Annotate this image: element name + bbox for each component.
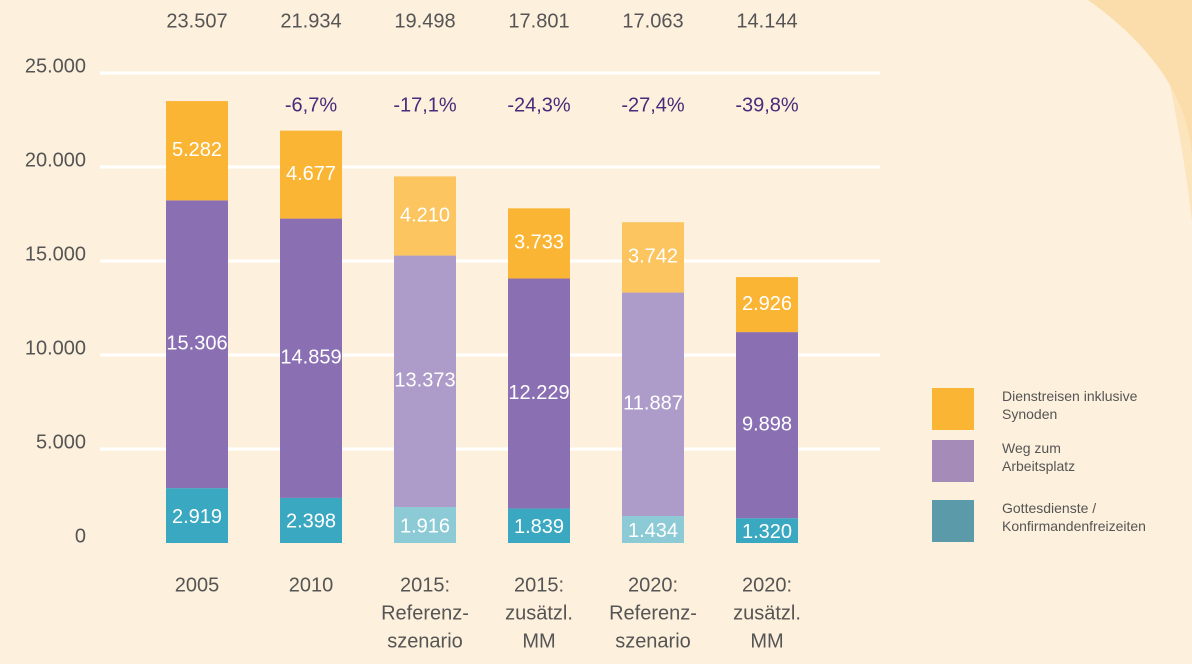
y-tick-label: 0: [75, 525, 86, 547]
bar-value-label: 1.839: [514, 516, 564, 538]
bar-segment: [394, 176, 456, 256]
x-tick-label: zusätzl.: [505, 602, 573, 624]
bar-segment: [508, 208, 570, 279]
y-tick-label: 15.000: [25, 243, 86, 265]
bar-value-label: 9.898: [742, 413, 792, 435]
x-tick-label: 2005: [175, 574, 220, 596]
total-label: 21.934: [280, 10, 341, 32]
legend-label: Dienstreisen inklusive Synoden: [1002, 388, 1138, 422]
bar-segment: [622, 292, 684, 517]
y-tick-label: 20.000: [25, 149, 86, 171]
decoration: [1088, 0, 1192, 180]
bar-value-label: 13.373: [394, 370, 455, 392]
bar-segment: [166, 101, 228, 201]
total-label: 17.063: [622, 10, 683, 32]
legend-label: Weg zum Arbeitsplatz: [1002, 440, 1076, 474]
bar-value-label: 2.919: [172, 506, 222, 528]
x-tick-label: 2015:: [514, 574, 564, 596]
bar-value-label: 1.320: [742, 521, 792, 543]
bar-segment: [736, 332, 798, 519]
change-label: -27,4%: [621, 94, 685, 116]
x-tick-label: szenario: [615, 630, 691, 652]
bar-value-label: 3.733: [514, 232, 564, 254]
y-tick-label: 5.000: [36, 431, 86, 453]
x-tick-label: Referenz-: [609, 602, 697, 624]
bar-value-label: 1.434: [628, 520, 678, 542]
legend-swatch: [932, 388, 974, 430]
bar-segment: [736, 518, 798, 543]
total-label: 17.801: [508, 10, 569, 32]
bar-segment: [736, 277, 798, 333]
x-tick-label: MM: [522, 630, 555, 652]
legend-swatch: [932, 440, 974, 482]
bar-value-label: 4.677: [286, 163, 336, 185]
change-label: -17,1%: [393, 94, 457, 116]
bar-segment: [508, 278, 570, 509]
bar-segment: [394, 255, 456, 507]
bar-value-label: 2.926: [742, 293, 792, 315]
total-label: 14.144: [736, 10, 797, 32]
bar-value-label: 15.306: [166, 333, 227, 355]
total-label: 19.498: [394, 10, 455, 32]
x-tick-label: 2020:: [742, 574, 792, 596]
y-tick-label: 10.000: [25, 337, 86, 359]
bar-segment: [166, 488, 228, 543]
x-tick-label: zusätzl.: [733, 602, 801, 624]
bar-value-label: 12.229: [508, 382, 569, 404]
change-label: -6,7%: [285, 94, 337, 116]
x-tick-label: szenario: [387, 630, 463, 652]
bar-segment: [166, 200, 228, 489]
bar-value-label: 14.859: [280, 347, 341, 369]
total-label: 23.507: [166, 10, 227, 32]
x-tick-label: MM: [750, 630, 783, 652]
y-tick-label: 25.000: [25, 55, 86, 77]
bar-segment: [394, 506, 456, 543]
change-label: -24,3%: [507, 94, 571, 116]
bar-value-label: 1.916: [400, 515, 450, 537]
bar-value-label: 2.398: [286, 511, 336, 533]
bar-value-label: 3.742: [628, 246, 678, 268]
bar-segment: [508, 508, 570, 543]
bar-segment: [280, 497, 342, 543]
bar-segment: [622, 516, 684, 543]
bar-segment: [280, 218, 342, 498]
bar-value-label: 5.282: [172, 139, 222, 161]
change-label: -39,8%: [735, 94, 799, 116]
legend-swatch: [932, 500, 974, 542]
bar-value-label: 11.887: [623, 393, 683, 415]
bar-value-label: 4.210: [400, 204, 450, 226]
bar-segment: [280, 130, 342, 219]
bar-segment: [622, 222, 684, 293]
legend-label: Gottesdienste / Konfirmandenfreizeiten: [1002, 500, 1146, 534]
x-tick-label: Referenz-: [381, 602, 469, 624]
x-tick-label: 2015:: [400, 574, 450, 596]
x-tick-label: 2020:: [628, 574, 678, 596]
x-tick-label: 2010: [289, 574, 334, 596]
